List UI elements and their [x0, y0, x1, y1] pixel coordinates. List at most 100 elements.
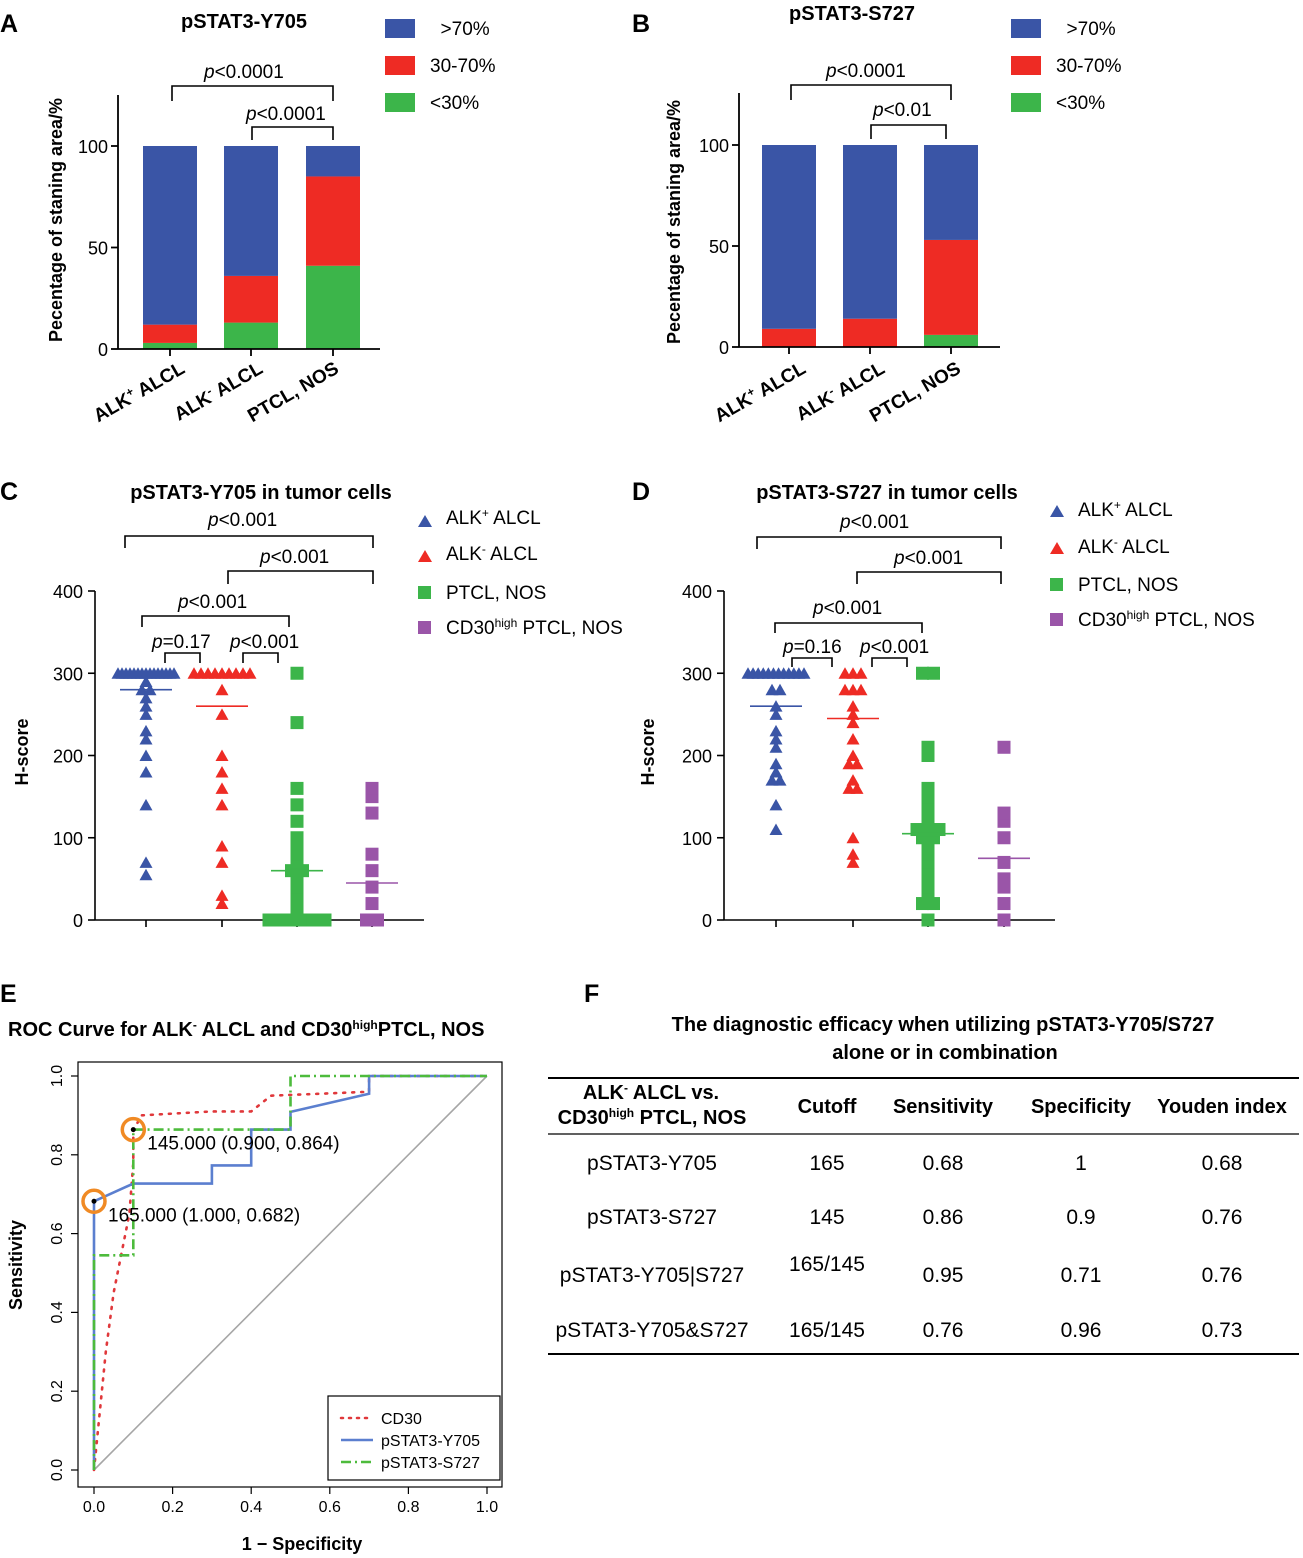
reference-diagonal [93, 1075, 488, 1471]
table-cell: 0.76 [923, 1319, 964, 1342]
data-point-triangle [846, 856, 860, 868]
data-point-square [916, 666, 929, 680]
sig-label: p=0.16 [782, 637, 842, 658]
panel-b-letter: B [632, 10, 650, 38]
sig-label: p<0.001 [893, 548, 963, 569]
panel-a-legend: >70% 30-70% <30% [385, 19, 496, 114]
panel-e-ylabel: Sensitivity [6, 1220, 26, 1310]
sig-label: p<0.0001 [245, 104, 326, 125]
roc-curve-pstat3-y705 [92, 1074, 487, 1470]
y-tick-label: 0 [73, 911, 83, 931]
panel-b: B pSTAT3-S727 Pecentage of staning area/… [632, 3, 1122, 427]
panel-b-axes: 0 50 100 [699, 93, 1000, 358]
y-tick-label: 0 [98, 340, 108, 360]
legend-swatch-low [385, 93, 415, 112]
data-point-triangle [846, 774, 860, 786]
sig-label: p<0.001 [839, 512, 909, 533]
legend-label-low: <30% [430, 93, 479, 114]
data-point-triangle [215, 683, 229, 696]
panel-e-axes: 0.0 0.0 0.2 0.2 0.4 0.4 0.6 0.6 0.8 0.8 1.0 1.0 [49, 1061, 503, 1516]
table-header-youden: Youden index [1157, 1096, 1287, 1118]
panel-c-significance [124, 535, 374, 663]
data-point-triangle [854, 667, 868, 679]
panel-c-title: pSTAT3-Y705 in tumor cells [130, 482, 392, 504]
cutoff-point [91, 1198, 97, 1204]
table-header-specificity: Specificity [1031, 1096, 1132, 1118]
sig-label: p=0.17 [151, 632, 211, 653]
table-row-label: pSTAT3-Y705&S727 [556, 1319, 749, 1342]
table-cell: 0.86 [923, 1206, 964, 1229]
bar-segment [143, 342, 197, 349]
table-header-group-line2: CD30high PTCL, NOS [558, 1106, 747, 1129]
bar-segment [924, 334, 978, 347]
data-point-triangle [139, 724, 153, 737]
bar-segment [762, 328, 816, 347]
data-point-square [365, 897, 379, 911]
bar-segment [306, 146, 360, 177]
data-point-triangle [846, 708, 860, 720]
panel-a-bars [143, 146, 360, 349]
panel-d-significance [756, 536, 1002, 667]
y-tick-label: 200 [53, 747, 83, 767]
roc-curve-pstat3-s727 [92, 1074, 487, 1470]
legend-square-purple [418, 621, 431, 634]
data-point-triangle [769, 724, 783, 737]
legend-swatch-mid [1011, 56, 1041, 75]
data-point-triangle [167, 667, 181, 679]
panel-e-title: ROC Curve for ALK- ALCL and CD30highPTCL… [8, 1018, 484, 1041]
sig-bracket [171, 85, 334, 101]
sig-bracket [251, 126, 334, 140]
sig-bracket [756, 536, 1002, 549]
sig-bracket [791, 657, 833, 667]
panel-b-bars [762, 145, 978, 347]
y-tick-label: 400 [53, 582, 83, 602]
data-point-triangle [215, 749, 229, 761]
data-point-square [921, 913, 935, 927]
data-point-triangle [773, 683, 787, 696]
panel-b-ylabel: Pecentage of staning area/% [664, 100, 684, 344]
table-header-group-line1: ALK- ALCL vs. [583, 1081, 719, 1104]
bar-segment [224, 146, 278, 276]
data-point-square [997, 740, 1011, 754]
data-point-triangle [846, 831, 860, 844]
panel-c-ylabel: H-score [12, 718, 32, 785]
data-point-triangle [215, 708, 229, 720]
data-point-triangle [769, 823, 783, 836]
y-tick-label: 50 [709, 237, 729, 257]
data-point-triangle [139, 675, 153, 687]
panel-e-xlabel: 1 − Specificity [242, 1534, 363, 1554]
sig-label: p<0.001 [207, 510, 277, 531]
y-tick-label: 0 [719, 338, 729, 358]
legend-label-high: >70% [1056, 19, 1116, 40]
sig-label: p<0.01 [872, 100, 932, 121]
data-point-square [290, 798, 304, 812]
panel-b-title: pSTAT3-S727 [789, 3, 915, 25]
legend-square-green [418, 586, 431, 599]
bar-segment [306, 265, 360, 349]
bar-segment [924, 145, 978, 240]
sig-bracket [242, 652, 279, 663]
data-point-square [921, 781, 935, 795]
legend-label: CD30 [381, 1411, 422, 1428]
bar-segment [224, 275, 278, 323]
sig-label: p<0.0001 [203, 62, 284, 83]
data-point-triangle [139, 868, 153, 881]
legend-triangle-blue [418, 515, 432, 527]
y-tick-label: 100 [699, 136, 729, 156]
bar-segment [843, 318, 897, 347]
x-tick-label: 0.4 [240, 1499, 262, 1516]
panel-e-letter: E [0, 980, 17, 1008]
data-point-triangle [215, 782, 229, 794]
y-tick-label: 0.6 [49, 1222, 66, 1244]
data-point-square [290, 716, 304, 730]
bar-segment [762, 145, 816, 329]
panel-d-letter: D [632, 478, 650, 506]
data-point-square [371, 913, 384, 927]
table-cell: 165 [809, 1152, 844, 1175]
y-tick-label: 100 [78, 137, 108, 157]
data-point-square [921, 740, 935, 754]
cutoff-highlight-ring [81, 1188, 107, 1215]
legend-label: ALK- ALCL [1078, 535, 1170, 558]
y-tick-label: 1.0 [49, 1065, 66, 1087]
data-point-square [997, 913, 1011, 927]
